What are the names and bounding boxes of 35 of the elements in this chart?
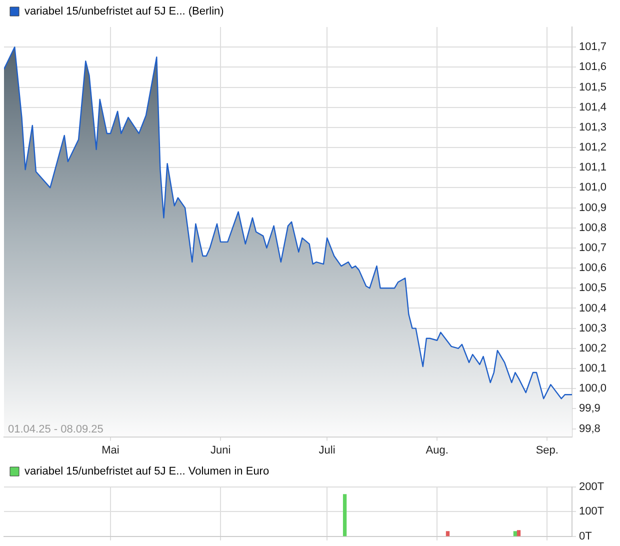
y-tick-label: 101,2 — [579, 142, 607, 154]
annotation: 01.04.25 - 08.09.25 — [8, 423, 104, 436]
y-tick-label: 0T — [579, 530, 592, 542]
x-tick-label: Sep. — [536, 444, 558, 456]
y-tick-label: 200T — [579, 481, 604, 494]
y-tick-label: 100,4 — [579, 302, 607, 314]
y-tick-label: 100,3 — [579, 322, 607, 334]
y-tick-label: 101,6 — [579, 61, 607, 74]
legend-label: variabel 15/unbefristet auf 5J E... Volumen in Euro — [24, 466, 270, 478]
y-tick-label: 100,1 — [579, 362, 607, 375]
legend-label: variabel 15/unbefristet auf 5J E... (Berlin) — [24, 6, 224, 18]
y-tick-label: 101,1 — [579, 162, 607, 174]
x-tick-label: Mai — [102, 444, 120, 456]
y-tick-label: 101,3 — [579, 121, 607, 134]
y-tick-label: 100,2 — [579, 342, 607, 354]
y-tick-label: 100,5 — [579, 282, 607, 294]
bar — [513, 531, 518, 536]
y-tick-label: 100,7 — [579, 242, 607, 254]
x-tick-label: Aug. — [426, 444, 448, 456]
y-tick-label: 99,8 — [579, 422, 600, 435]
y-tick-label: 101,7 — [579, 41, 607, 54]
bar — [446, 531, 450, 536]
y-tick-label: 101,5 — [579, 81, 607, 94]
y-tick-label: 100T — [579, 506, 604, 518]
y-tick-label: 99,9 — [579, 402, 600, 415]
y-tick-label: 101,0 — [579, 182, 607, 194]
y-tick-label: 101,4 — [579, 101, 607, 114]
y-tick-label: 100,6 — [579, 262, 607, 274]
y-tick-label: 100,0 — [579, 382, 607, 395]
bar — [342, 494, 347, 536]
x-tick-label: Juli — [318, 444, 336, 456]
x-tick-label: Juni — [210, 444, 231, 456]
y-tick-label: 100,8 — [579, 222, 607, 234]
y-tick-label: 100,9 — [579, 202, 607, 214]
bar — [516, 530, 521, 536]
